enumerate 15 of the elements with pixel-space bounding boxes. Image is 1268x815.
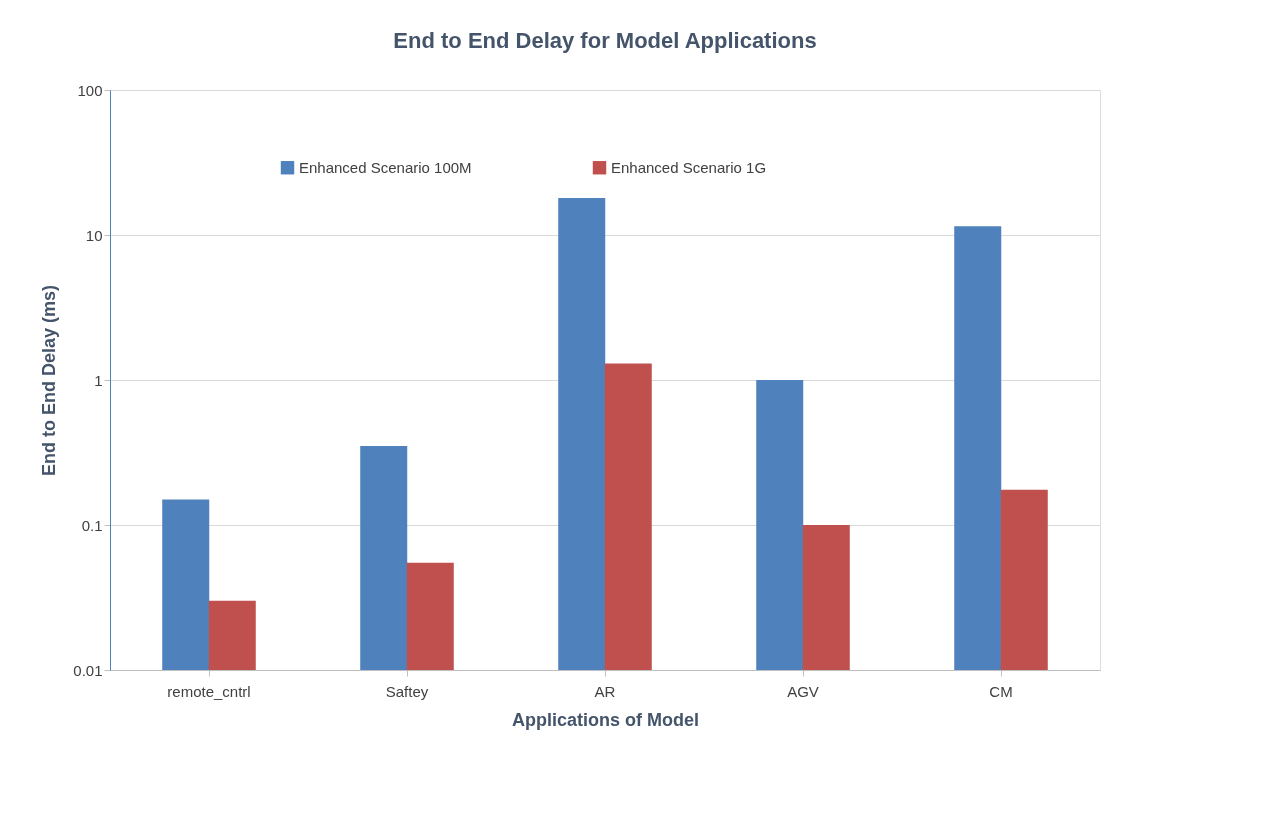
y-tick-label: 100	[77, 81, 103, 99]
legend-label: Enhanced Scenario 100M	[299, 158, 472, 176]
y-tick-label: 0.01	[73, 661, 103, 679]
x-tick-label: AR	[594, 682, 616, 700]
x-axis-title: Applications of Model	[512, 709, 699, 730]
x-tick-label: AGV	[787, 682, 819, 700]
y-tick-label: 1	[94, 371, 103, 389]
chart-title: End to End Delay for Model Applications	[393, 28, 817, 53]
y-tick-label: 0.1	[81, 516, 103, 534]
x-tick-label: CM	[989, 682, 1013, 700]
x-tick-label: Saftey	[385, 682, 429, 700]
x-tick-label: remote_cntrl	[167, 682, 251, 700]
y-axis-title: End to End Delay (ms)	[39, 284, 60, 477]
y-tick-label: 10	[85, 226, 103, 244]
legend-label: Enhanced Scenario 1G	[611, 158, 767, 176]
